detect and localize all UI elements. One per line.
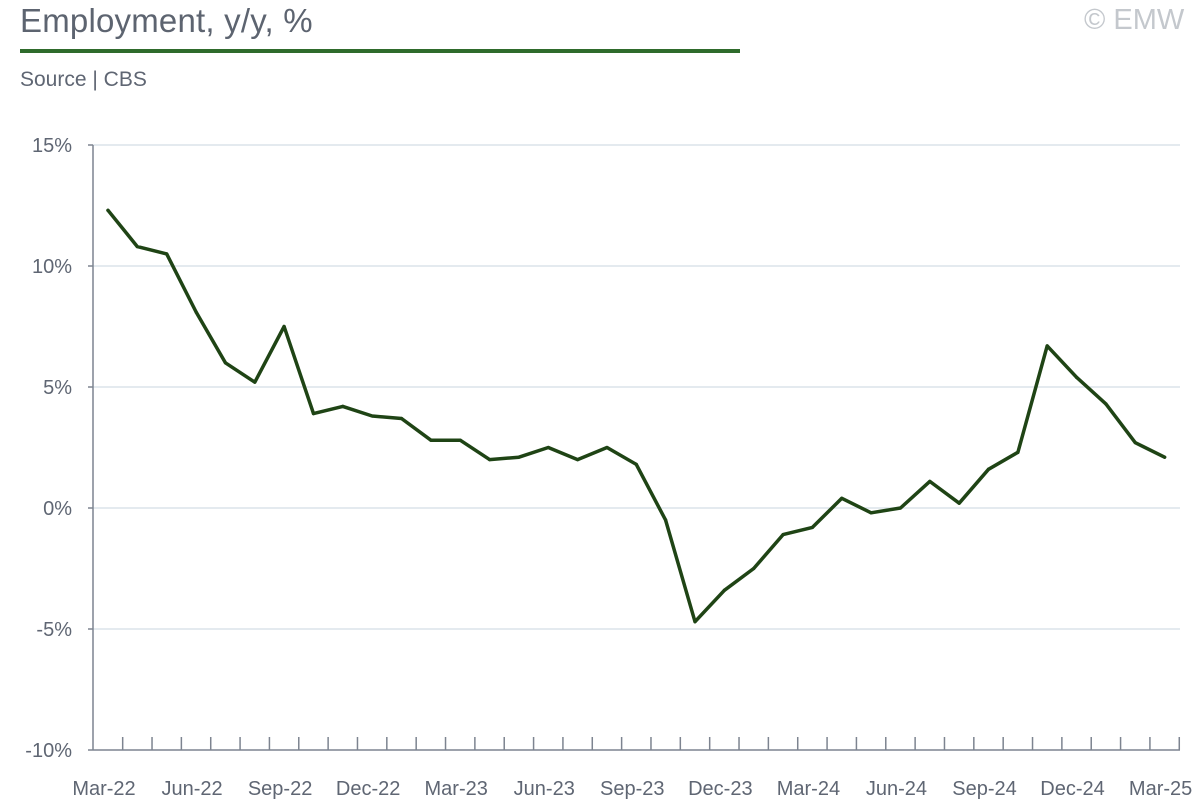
data-point (517, 455, 521, 459)
data-point (1133, 441, 1137, 445)
grid-lines (93, 144, 1180, 630)
copyright-watermark: © EMW (1084, 4, 1185, 36)
data-point (194, 310, 198, 314)
data-point (898, 506, 903, 510)
axes (88, 144, 1181, 751)
data-point (1045, 344, 1049, 348)
y-tick-label: -10% (25, 740, 72, 762)
chart-source: Source | CBS (20, 68, 147, 91)
data-point (634, 462, 638, 467)
data-point (311, 412, 316, 416)
y-tick-label: 5% (43, 377, 72, 399)
data-point (1104, 402, 1108, 406)
data-point (487, 458, 492, 462)
data-point (869, 511, 873, 515)
data-point (605, 445, 609, 450)
x-tick-label: Jun-22 (161, 778, 222, 800)
data-point (106, 208, 110, 212)
data-point (693, 620, 697, 624)
data-point (986, 467, 991, 471)
x-tick-label: Mar-24 (777, 778, 840, 800)
data-point (253, 380, 257, 384)
chart-title: Employment, y/y, % (20, 2, 313, 39)
data-point (546, 445, 550, 450)
x-tick-labels: Mar-22 Jun-22 Sep-22 Dec-22 Mar-23 Jun-23 Sep-… (72, 778, 1192, 800)
data-point (928, 479, 932, 483)
data-point (399, 416, 404, 421)
x-tick-label: Dec-24 (1040, 778, 1104, 800)
x-tick-label: Jun-24 (866, 778, 927, 800)
data-point (370, 414, 374, 418)
data-point (1016, 450, 1020, 454)
y-tick-label: 15% (32, 135, 72, 157)
data-point (752, 566, 756, 571)
x-tick-label: Dec-22 (336, 778, 400, 800)
x-tick-label: Dec-23 (688, 778, 752, 800)
x-tick-label: Mar-25 (1129, 778, 1192, 800)
data-point (840, 496, 844, 500)
data-point (957, 501, 961, 505)
x-tick-label: Mar-22 (72, 778, 135, 800)
y-tick-label: 0% (43, 498, 72, 520)
x-tick-label: Sep-24 (952, 778, 1017, 800)
data-point (576, 458, 580, 462)
data-point (810, 525, 815, 529)
data-point (781, 533, 785, 537)
data-point (429, 438, 433, 442)
y-tick-label: 10% (32, 256, 72, 278)
y-tick-label: -5% (36, 619, 72, 641)
series-line-employment (106, 208, 1167, 624)
x-tick-label: Sep-23 (600, 778, 665, 800)
data-point (664, 518, 668, 522)
x-tick-label: Mar-23 (425, 778, 488, 800)
y-tick-labels: 15% 10% 5% 0% -5% -10% (25, 135, 72, 762)
data-point (722, 588, 726, 592)
data-point (135, 245, 139, 249)
x-tick-label: Sep-22 (248, 778, 313, 800)
x-tick-label: Jun-23 (514, 778, 575, 800)
title-underline (20, 49, 740, 53)
data-point (1163, 455, 1167, 459)
data-point (341, 404, 345, 408)
data-point (458, 438, 462, 442)
data-point (282, 324, 286, 329)
data-point (1074, 375, 1079, 379)
data-point (223, 361, 227, 365)
series-layer (106, 208, 1167, 624)
data-point (165, 252, 169, 256)
